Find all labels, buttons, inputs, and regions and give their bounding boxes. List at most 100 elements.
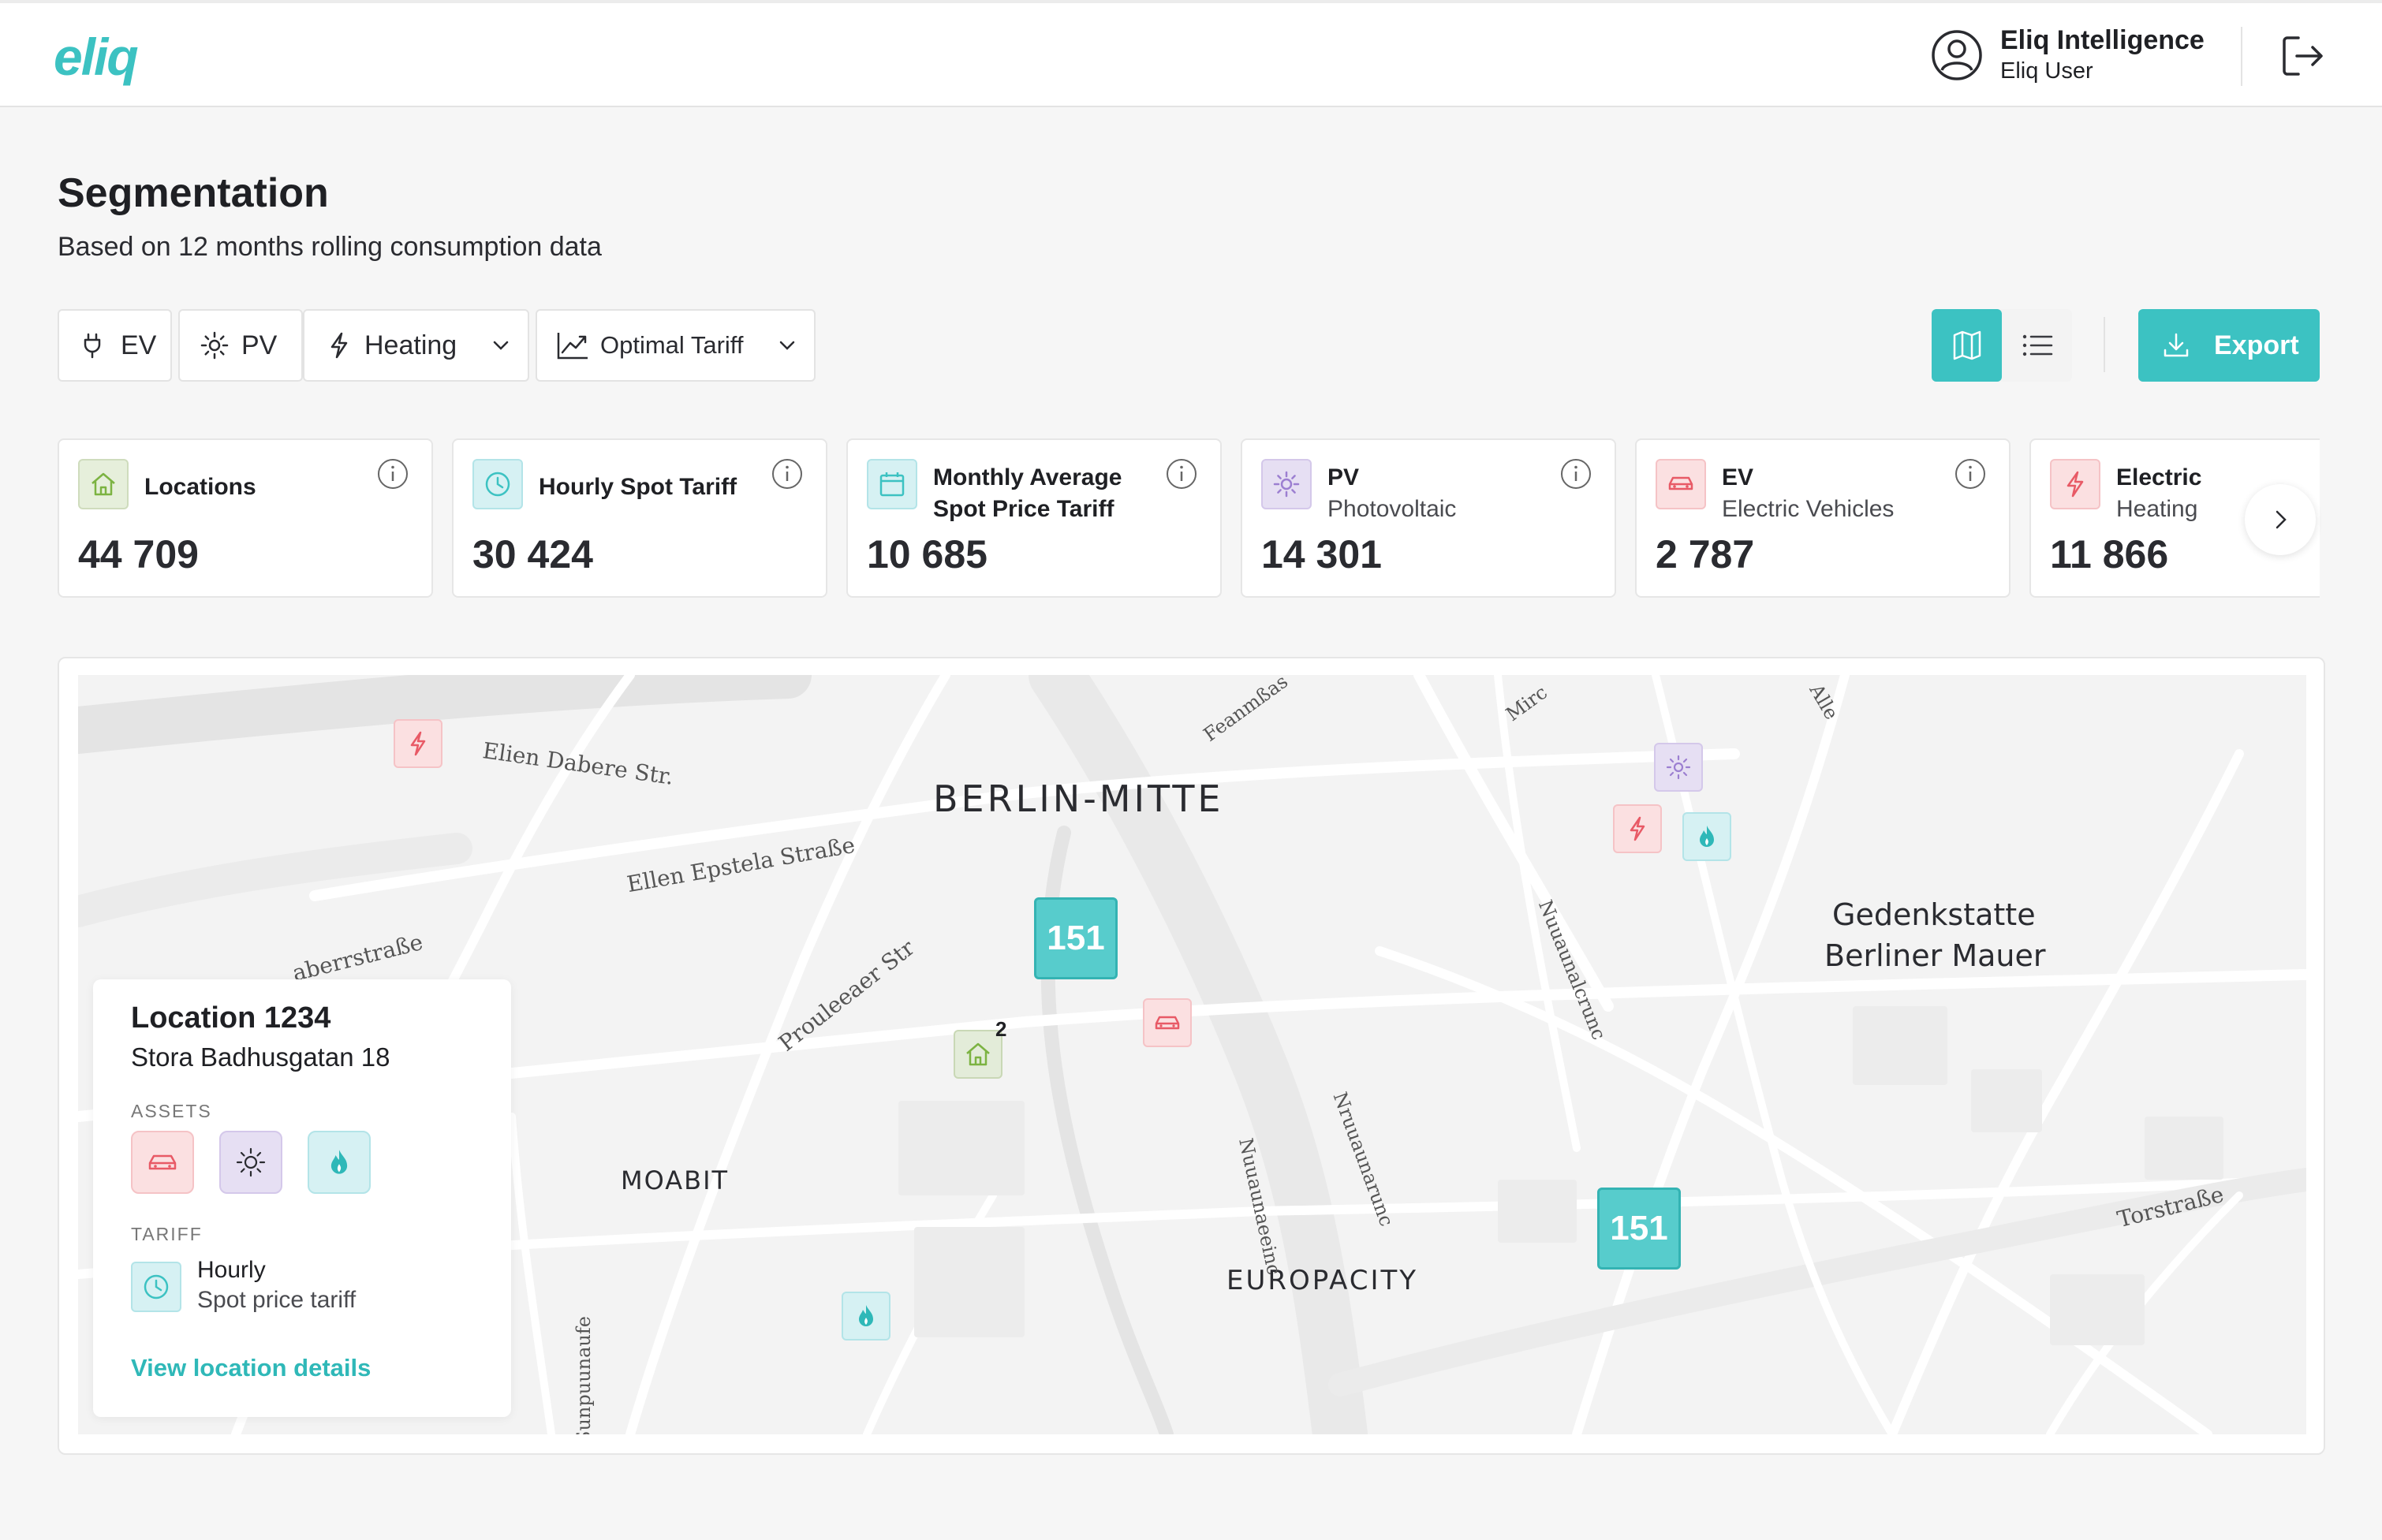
tariff-heading: TARIFF xyxy=(131,1224,203,1244)
bolt-icon xyxy=(2050,459,2100,509)
map-pin-heating[interactable] xyxy=(394,719,442,768)
card-value: 10 685 xyxy=(867,532,988,576)
flame-icon xyxy=(859,1305,873,1326)
card-pv[interactable]: PV Photovoltaic 14 301 xyxy=(1241,438,1616,598)
card-monthly-average[interactable]: Monthly Average Spot Price Tariff 10 685 xyxy=(846,438,1222,598)
map-pin-heating[interactable] xyxy=(1613,804,1662,853)
card-value: 2 787 xyxy=(1656,532,1755,576)
bolt-icon xyxy=(410,731,426,756)
header-divider xyxy=(2241,27,2242,86)
filter-ev-button[interactable]: EV xyxy=(58,309,172,382)
pin-count-badge: 2 xyxy=(995,1017,1007,1041)
map-pin-ev[interactable] xyxy=(1143,998,1192,1047)
download-icon xyxy=(2164,333,2189,357)
filter-tariff-dropdown[interactable]: Optimal Tariff xyxy=(536,309,816,382)
map-pin-pv[interactable] xyxy=(1654,743,1703,792)
location-details-panel: Location 1234 Stora Badhusgatan 18 ASSET… xyxy=(93,979,511,1417)
toolbar-divider xyxy=(2104,317,2105,372)
info-icon[interactable] xyxy=(771,457,804,490)
info-icon[interactable] xyxy=(1559,457,1592,490)
plug-icon xyxy=(84,333,101,359)
list-icon xyxy=(2022,334,2052,356)
info-icon[interactable] xyxy=(1954,457,1987,490)
user-circle-icon[interactable] xyxy=(1931,29,1983,81)
chevron-down-icon xyxy=(779,341,795,350)
asset-gas xyxy=(308,1131,371,1194)
district-berlin-mitte: BERLIN-MITTE xyxy=(933,777,1224,820)
info-icon[interactable] xyxy=(376,457,409,490)
card-value: 30 424 xyxy=(472,532,593,576)
card-value: 14 301 xyxy=(1261,532,1382,576)
calendar-icon xyxy=(867,459,917,509)
district-berliner-mauer: Berliner Mauer xyxy=(1824,938,2046,973)
tariff-description: Spot price tariff xyxy=(197,1287,357,1313)
eliq-logo[interactable]: eliq xyxy=(54,28,139,86)
list-view-button[interactable] xyxy=(2002,309,2072,382)
card-subtitle: Heating xyxy=(2116,496,2198,522)
tariff-name: Hourly xyxy=(197,1257,266,1283)
map-cluster[interactable]: 151 xyxy=(1034,897,1118,979)
location-title: Location 1234 xyxy=(131,1001,331,1035)
map-pin-gas[interactable] xyxy=(842,1292,890,1341)
flame-icon xyxy=(1700,826,1714,847)
street-label: Sunpuunaufe xyxy=(572,1316,595,1434)
card-electric-heating[interactable]: Electric Heating 11 866 xyxy=(2029,438,2320,598)
home-icon xyxy=(966,1042,990,1066)
car-icon xyxy=(1656,459,1706,509)
view-toggle xyxy=(1932,309,2072,382)
sun-icon xyxy=(200,331,229,360)
map-view-button[interactable] xyxy=(1932,309,2002,382)
export-button[interactable]: Export xyxy=(2138,309,2320,382)
filter-heating-dropdown[interactable]: Heating xyxy=(303,309,529,382)
sun-icon xyxy=(1666,755,1691,780)
map-icon xyxy=(1953,330,1981,360)
card-title: Monthly Average xyxy=(933,464,1122,490)
card-value: 44 709 xyxy=(78,532,199,576)
district-europacity: EUROPACITY xyxy=(1226,1265,1419,1296)
chevron-down-icon xyxy=(493,341,509,350)
sun-icon xyxy=(236,1147,266,1177)
filter-pv-button[interactable]: PV xyxy=(178,309,303,382)
bolt-icon xyxy=(330,332,348,359)
filter-pv-label: PV xyxy=(241,330,278,360)
top-bar: eliq Eliq Intelligence Eliq User xyxy=(0,0,2382,107)
map-pin-location[interactable] xyxy=(954,1030,1002,1079)
chevron-right-icon xyxy=(2276,510,2287,529)
card-title: Locations xyxy=(144,474,256,500)
filter-ev-label: EV xyxy=(121,330,157,360)
asset-pv xyxy=(219,1131,282,1194)
filter-tariff-label: Optimal Tariff xyxy=(600,331,744,359)
home-icon xyxy=(78,459,129,509)
card-value: 11 866 xyxy=(2050,532,2169,576)
card-hourly-spot-tariff[interactable]: Hourly Spot Tariff 30 424 xyxy=(452,438,827,598)
cards-next-button[interactable] xyxy=(2245,484,2316,555)
card-title: Electric xyxy=(2116,464,2202,490)
map-pin-gas[interactable] xyxy=(1682,812,1731,861)
card-ev[interactable]: EV Electric Vehicles 2 787 xyxy=(1635,438,2011,598)
user-role: Eliq User xyxy=(2000,58,2093,84)
card-subtitle: Spot Price Tariff xyxy=(933,496,1114,522)
flame-icon xyxy=(330,1150,348,1174)
clock-icon xyxy=(131,1262,181,1312)
user-name: Eliq Intelligence xyxy=(2000,25,2205,55)
card-locations[interactable]: Locations 44 709 xyxy=(58,438,433,598)
map-cluster[interactable]: 151 xyxy=(1597,1188,1681,1270)
card-title: Hourly Spot Tariff xyxy=(539,474,737,500)
car-icon xyxy=(148,1154,177,1170)
card-subtitle: Electric Vehicles xyxy=(1722,496,1895,522)
card-title: EV xyxy=(1722,464,1754,490)
card-subtitle: Photovoltaic xyxy=(1327,496,1457,522)
export-label: Export xyxy=(2214,330,2299,360)
district-gedenkstatte: Gedenkstatte xyxy=(1832,897,2036,932)
view-location-details-link[interactable]: View location details xyxy=(131,1354,371,1382)
location-address: Stora Badhusgatan 18 xyxy=(131,1042,390,1072)
info-icon[interactable] xyxy=(1165,457,1198,490)
car-icon xyxy=(1155,1016,1180,1030)
asset-ev xyxy=(131,1131,194,1194)
chart-line-icon xyxy=(557,333,588,360)
page-title: Segmentation xyxy=(58,170,329,216)
clock-icon xyxy=(472,459,523,509)
filter-heating-label: Heating xyxy=(364,330,457,360)
page-subtitle: Based on 12 months rolling consumption d… xyxy=(58,232,602,262)
logout-icon[interactable] xyxy=(2279,33,2325,79)
